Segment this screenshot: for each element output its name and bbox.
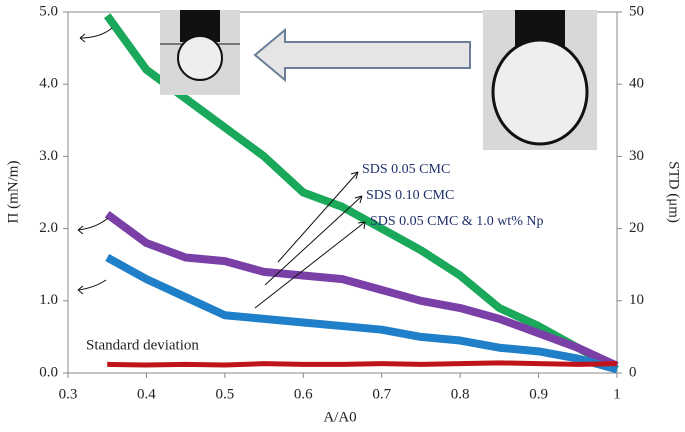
x-tick-label: 0.9 bbox=[529, 386, 548, 402]
plot-frame bbox=[67, 11, 618, 374]
y-axis-label: Π (mN/m) bbox=[5, 161, 21, 224]
data-line bbox=[104, 210, 619, 370]
series-label: SDS 0.05 CMC bbox=[362, 162, 450, 177]
y2-tick-label: 10 bbox=[629, 292, 644, 308]
data-line bbox=[107, 360, 618, 368]
x-tick-label: 0.6 bbox=[294, 386, 313, 402]
series-label: Standard deviation bbox=[86, 337, 199, 353]
compression-arrow bbox=[253, 27, 471, 83]
y-tick-label: 5.0 bbox=[39, 3, 58, 19]
y-tick-label: 1.0 bbox=[39, 292, 58, 308]
y-tick-label: 2.0 bbox=[39, 220, 58, 236]
data-line bbox=[103, 13, 619, 373]
x-axis-label: A/A0 bbox=[323, 409, 356, 425]
x-tick-label: 0.5 bbox=[215, 386, 234, 402]
y-tick-label: 3.0 bbox=[39, 148, 58, 164]
series-label: SDS 0.05 CMC & 1.0 wt% Np bbox=[370, 214, 543, 229]
inset-small-drop bbox=[160, 10, 240, 95]
y2-tick-label: 0 bbox=[629, 364, 637, 380]
x-tick-label: 0.4 bbox=[137, 386, 156, 402]
pointer-arrows bbox=[77, 27, 366, 309]
data-line bbox=[105, 253, 619, 374]
y-tick-label: 4.0 bbox=[39, 76, 58, 92]
x-tick-label: 0.7 bbox=[372, 386, 391, 402]
y2-tick-label: 50 bbox=[629, 3, 644, 19]
x-tick-label: 1 bbox=[613, 386, 621, 402]
y2-tick-label: 30 bbox=[629, 148, 644, 164]
y2-tick-label: 20 bbox=[629, 220, 644, 236]
series-label: SDS 0.10 CMC bbox=[366, 188, 454, 203]
y2-tick-label: 40 bbox=[629, 76, 644, 92]
y2-axis-label: STD (μm) bbox=[666, 161, 682, 223]
x-tick-label: 0.3 bbox=[59, 386, 78, 402]
x-tick-label: 0.8 bbox=[451, 386, 470, 402]
inset-large-drop bbox=[483, 10, 597, 150]
y-tick-label: 0.0 bbox=[39, 364, 58, 380]
